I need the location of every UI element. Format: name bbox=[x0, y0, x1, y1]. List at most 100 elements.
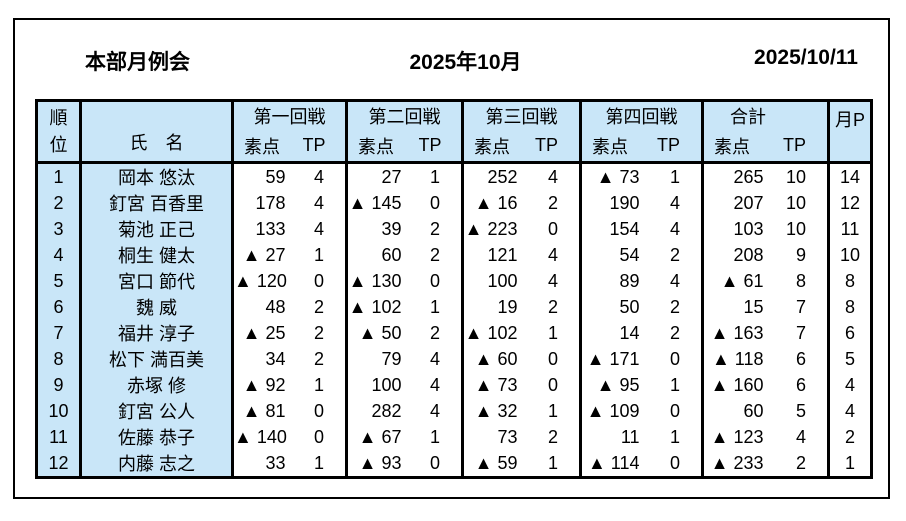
rank-cell: 4 bbox=[36, 242, 81, 268]
round1-header: 第一回戦 bbox=[231, 100, 347, 131]
name-cell: 魏 威 bbox=[79, 294, 233, 320]
tp-cell: 4 bbox=[429, 374, 440, 395]
score-cell: 282 bbox=[345, 398, 419, 424]
tp-cell: 2 bbox=[669, 244, 680, 265]
monthp-cell: 4 bbox=[827, 372, 872, 398]
tp-cell: 4 bbox=[669, 270, 680, 291]
score-cell: 133 bbox=[231, 216, 303, 242]
monthp-cell: 4 bbox=[827, 398, 872, 424]
score-cell: 207 bbox=[701, 190, 781, 216]
tp-cell: 2 bbox=[429, 244, 440, 265]
score-cell: ▲ 25 bbox=[231, 320, 303, 346]
score-cell: 252 bbox=[461, 162, 535, 190]
tp-cell: 0 bbox=[313, 270, 324, 291]
monthp-cell: 14 bbox=[827, 162, 872, 190]
tp-cell: 2 bbox=[547, 426, 558, 447]
score-cell: ▲ 27 bbox=[231, 242, 303, 268]
monthp-cell: 1 bbox=[827, 450, 872, 478]
tp-cell: 1 bbox=[669, 374, 680, 395]
monthp-cell: 10 bbox=[827, 242, 872, 268]
tp-cell: 2 bbox=[313, 296, 324, 317]
score-cell: 178 bbox=[231, 190, 303, 216]
monthp-cell: 11 bbox=[827, 216, 872, 242]
header-row-top: 順位 氏 名 第一回戦 第二回戦 第三回戦 第四回戦 合計 月P bbox=[36, 100, 872, 164]
score-cell: 60 bbox=[701, 398, 781, 424]
tp-cell: 2 bbox=[669, 322, 680, 343]
round4-tp-header: TP bbox=[656, 130, 703, 164]
score-cell: ▲ 109 bbox=[579, 398, 657, 424]
score-cell: 73 bbox=[461, 424, 535, 450]
score-cell: 121 bbox=[461, 242, 535, 268]
rank-cell: 10 bbox=[36, 398, 81, 424]
tp-cell: 1 bbox=[669, 426, 680, 447]
rank-cell: 3 bbox=[36, 216, 81, 242]
rank-header-line2: 位 bbox=[49, 134, 68, 155]
tp-cell: 4 bbox=[429, 400, 440, 421]
round3-tp-header: TP bbox=[534, 130, 581, 164]
name-cell: 佐藤 恭子 bbox=[79, 424, 233, 450]
name-cell: 菊池 正己 bbox=[79, 216, 233, 242]
score-cell: ▲ 118 bbox=[701, 346, 781, 372]
monthp-header: 月P bbox=[827, 100, 872, 164]
rank-cell: 9 bbox=[36, 372, 81, 398]
score-cell: ▲ 60 bbox=[461, 346, 535, 372]
rank-cell: 11 bbox=[36, 424, 81, 450]
tp-cell: 7 bbox=[795, 322, 806, 343]
score-cell: 11 bbox=[579, 424, 657, 450]
tp-cell: 4 bbox=[547, 270, 558, 291]
score-cell: ▲ 73 bbox=[579, 162, 657, 190]
score-cell: ▲ 102 bbox=[345, 294, 419, 320]
score-cell: 14 bbox=[579, 320, 657, 346]
monthp-cell: 5 bbox=[827, 346, 872, 372]
score-cell: 208 bbox=[701, 242, 781, 268]
round3-score-header: 素点 bbox=[461, 130, 535, 164]
monthp-cell: 12 bbox=[827, 190, 872, 216]
round1-tp-header: TP bbox=[302, 130, 347, 164]
name-cell: 内藤 志之 bbox=[79, 450, 233, 478]
score-cell: 39 bbox=[345, 216, 419, 242]
table-row: 7 福井 淳子 ▲ 25 2 ▲ 50 2 ▲ 102 1 14 2 ▲ 163 7 6 bbox=[36, 320, 872, 346]
score-cell: ▲ 59 bbox=[461, 450, 535, 478]
tp-cell: 4 bbox=[313, 218, 324, 239]
tp-cell: 4 bbox=[429, 348, 440, 369]
tp-cell: 0 bbox=[313, 400, 324, 421]
table-row: 5 宮口 節代 ▲ 120 0 ▲ 130 0 100 4 89 4 ▲ 61 8 8 bbox=[36, 268, 872, 294]
tp-cell: 0 bbox=[547, 374, 558, 395]
rank-cell: 7 bbox=[36, 320, 81, 346]
tp-cell: 10 bbox=[785, 192, 806, 213]
tp-cell: 4 bbox=[669, 192, 680, 213]
name-cell: 桐生 健太 bbox=[79, 242, 233, 268]
tp-cell: 1 bbox=[313, 452, 324, 473]
tp-cell: 2 bbox=[429, 218, 440, 239]
tp-cell: 1 bbox=[547, 322, 558, 343]
score-cell: ▲ 81 bbox=[231, 398, 303, 424]
score-cell: ▲ 233 bbox=[701, 450, 781, 478]
score-cell: ▲ 16 bbox=[461, 190, 535, 216]
score-cell: ▲ 73 bbox=[461, 372, 535, 398]
table-row: 11 佐藤 恭子 ▲ 140 0 ▲ 67 1 73 2 11 1 ▲ 123 4 2 bbox=[36, 424, 872, 450]
score-cell: 34 bbox=[231, 346, 303, 372]
score-cell: ▲ 61 bbox=[701, 268, 781, 294]
tp-cell: 2 bbox=[795, 452, 806, 473]
round3-header: 第三回戦 bbox=[461, 100, 581, 131]
tp-cell: 1 bbox=[547, 452, 558, 473]
tp-cell: 10 bbox=[785, 166, 806, 187]
score-cell: 19 bbox=[461, 294, 535, 320]
score-cell: 60 bbox=[345, 242, 419, 268]
score-cell: 59 bbox=[231, 162, 303, 190]
tp-cell: 4 bbox=[547, 244, 558, 265]
score-cell: ▲ 92 bbox=[231, 372, 303, 398]
table-row: 4 桐生 健太 ▲ 27 1 60 2 121 4 54 2 208 9 10 bbox=[36, 242, 872, 268]
score-cell: 33 bbox=[231, 450, 303, 478]
tp-cell: 0 bbox=[669, 348, 680, 369]
score-cell: ▲ 123 bbox=[701, 424, 781, 450]
score-cell: 89 bbox=[579, 268, 657, 294]
round4-score-header: 素点 bbox=[579, 130, 657, 164]
rank-cell: 12 bbox=[36, 450, 81, 478]
score-cell: ▲ 95 bbox=[579, 372, 657, 398]
score-cell: 100 bbox=[461, 268, 535, 294]
table-row: 8 松下 満百美 34 2 79 4 ▲ 60 0 ▲ 171 0 ▲ 118 6 5 bbox=[36, 346, 872, 372]
tp-cell: 2 bbox=[669, 296, 680, 317]
tp-cell: 9 bbox=[795, 244, 806, 265]
